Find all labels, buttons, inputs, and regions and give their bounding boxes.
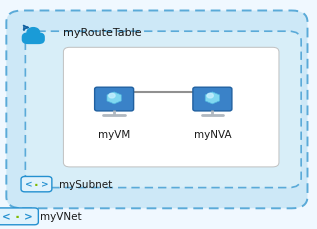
FancyBboxPatch shape: [6, 11, 307, 208]
Text: myVM: myVM: [98, 129, 130, 139]
Text: >: >: [41, 180, 49, 189]
Text: <: <: [24, 180, 32, 189]
Circle shape: [109, 94, 115, 98]
Text: ·: ·: [15, 210, 20, 223]
FancyBboxPatch shape: [193, 88, 232, 112]
Circle shape: [27, 29, 39, 37]
Text: >: >: [24, 211, 33, 221]
FancyBboxPatch shape: [63, 48, 279, 167]
Text: myVNet: myVNet: [40, 211, 81, 221]
FancyBboxPatch shape: [0, 208, 38, 225]
FancyBboxPatch shape: [25, 32, 301, 188]
Text: myRouteTable: myRouteTable: [63, 28, 142, 38]
Text: <: <: [2, 211, 11, 221]
Text: ·: ·: [34, 178, 39, 191]
FancyBboxPatch shape: [21, 177, 52, 192]
FancyBboxPatch shape: [94, 88, 134, 112]
Text: mySubnet: mySubnet: [59, 179, 112, 189]
Text: myNVA: myNVA: [194, 129, 231, 139]
FancyBboxPatch shape: [22, 33, 45, 45]
Circle shape: [207, 94, 213, 98]
Polygon shape: [205, 93, 220, 104]
Polygon shape: [107, 93, 121, 104]
